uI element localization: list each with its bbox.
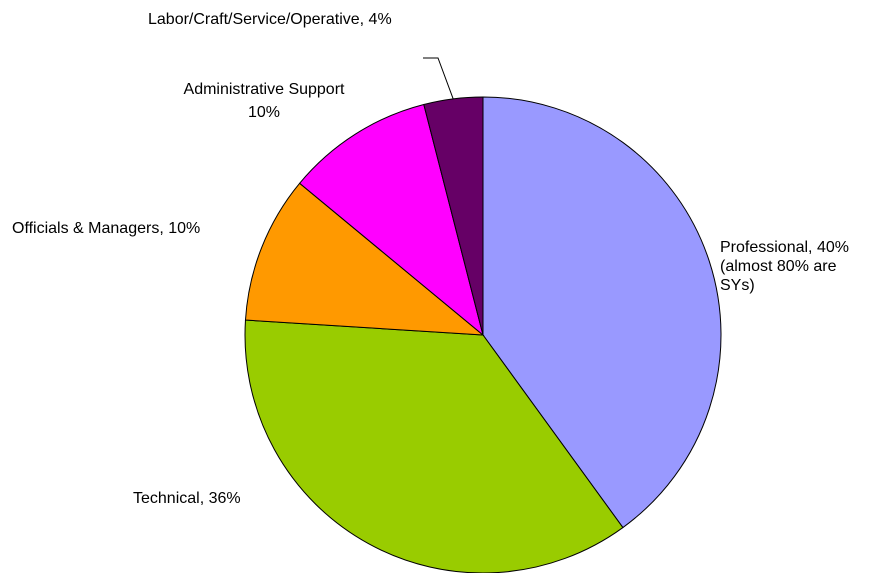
slice-label-line: (almost 80% are [720, 258, 837, 275]
labels-layer: Professional, 40% (almost 80% are SYs) Tech… [12, 11, 849, 507]
slice-label-technical: Technical, 36% [133, 490, 241, 507]
slices-layer [244, 96, 722, 573]
pie-slice-administrative-support [298, 103, 484, 337]
slice-label-officials-managers: Officials & Managers, 10% [12, 220, 200, 237]
slice-label-administrative-support: Administrative Support 10% [184, 81, 346, 121]
slice-label-line: Technical, 36% [133, 490, 241, 507]
slice-label-line: Professional, 40% [720, 239, 849, 256]
pie-slice-officials-managers [244, 182, 485, 336]
slice-label-line: 10% [248, 104, 280, 121]
pie-slice-professional [482, 96, 722, 529]
slice-label-line: Administrative Support [184, 81, 346, 98]
slice-label-line: SYs) [720, 277, 755, 294]
slice-label-professional: Professional, 40% (almost 80% are SYs) [720, 239, 849, 294]
slice-label-line: Officials & Managers, 10% [12, 220, 200, 237]
slice-label-line: Labor/Craft/Service/Operative, 4% [148, 11, 392, 28]
pie-slice-labor-craft-service-operative [423, 96, 484, 336]
leader-lines-layer [423, 57, 454, 100]
leader-line-labor-craft [423, 57, 454, 100]
pie-slice-technical [244, 319, 624, 573]
slice-label-labor-craft-service-operative: Labor/Craft/Service/Operative, 4% [148, 11, 392, 28]
